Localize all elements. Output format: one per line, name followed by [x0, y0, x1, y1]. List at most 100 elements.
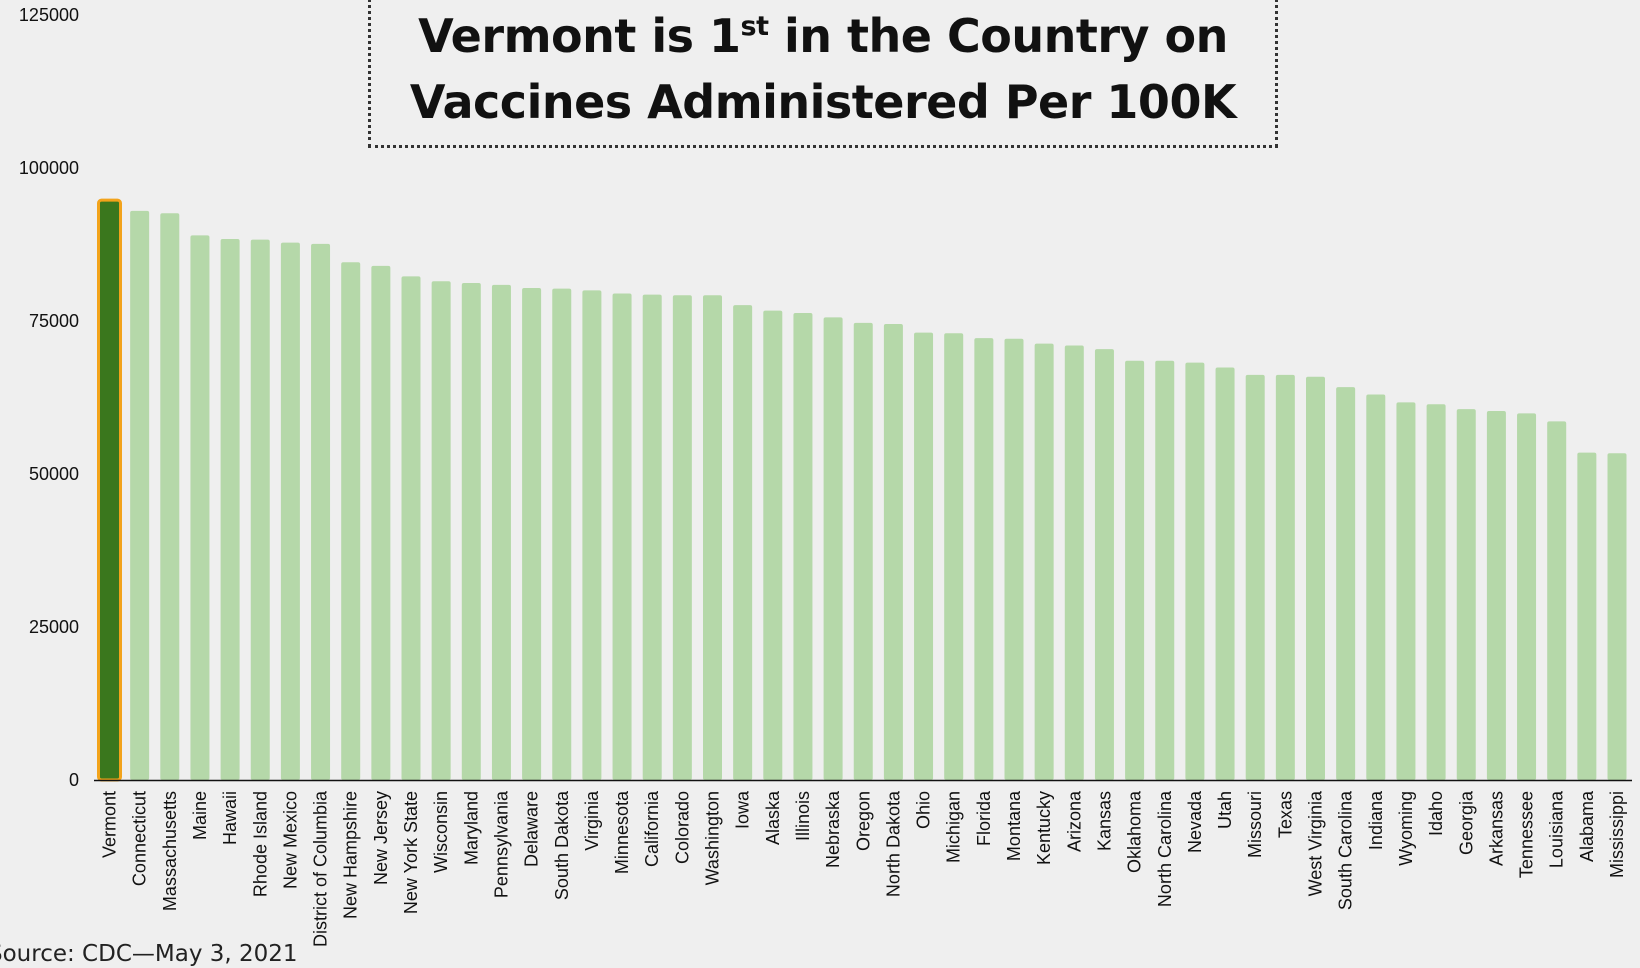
x-tick-label: Missouri: [1245, 791, 1265, 858]
x-tick-label: Pennsylvania: [491, 790, 511, 898]
bar: [130, 210, 150, 781]
x-tick-label: Indiana: [1366, 790, 1386, 850]
x-tick-label: New York State: [401, 791, 421, 914]
bar: [1004, 338, 1024, 780]
x-tick-label: Colorado: [672, 791, 692, 864]
x-tick-label: Maine: [190, 791, 210, 840]
chart-title-line-2: Vaccines Administered Per 100K: [409, 74, 1237, 129]
y-tick-label: 75000: [29, 311, 79, 331]
x-tick-label: Kentucky: [1034, 791, 1054, 865]
x-tick-label: Delaware: [522, 791, 542, 867]
x-tick-label: Ohio: [914, 791, 934, 829]
bar: [1366, 394, 1386, 780]
bar: [1275, 374, 1295, 780]
bar: [401, 276, 421, 780]
chart-title: Vermont is 1st in the Country on Vaccine…: [368, 0, 1278, 148]
title-superscript: st: [740, 10, 769, 42]
bar: [853, 322, 873, 780]
x-tick-label: Nebraska: [823, 790, 843, 868]
x-tick-label: West Virginia: [1306, 790, 1326, 896]
bar: [1064, 345, 1084, 780]
bar: [823, 317, 843, 780]
x-tick-label: District of Columbia: [311, 790, 331, 947]
x-tick-label: Massachusetts: [160, 791, 180, 911]
x-tick-label: Vermont: [100, 791, 120, 858]
x-tick-label: Maryland: [461, 791, 481, 865]
bar-highlight: [97, 198, 122, 782]
bar: [341, 262, 361, 780]
bar: [1155, 360, 1175, 780]
x-tick-label: California: [642, 790, 662, 867]
bar: [1486, 410, 1506, 780]
x-tick-label: Oregon: [853, 791, 873, 851]
x-tick-label: Connecticut: [130, 791, 150, 886]
bar: [1245, 374, 1265, 780]
bar: [1426, 404, 1446, 780]
x-tick-label: Virginia: [582, 790, 602, 851]
x-tick-label: Utah: [1215, 791, 1235, 829]
x-tick-label: Wisconsin: [431, 791, 451, 873]
x-tick-label: Florida: [974, 790, 994, 846]
bar: [431, 281, 451, 780]
x-tick-label: South Dakota: [552, 790, 572, 900]
x-tick-label: Tennessee: [1517, 791, 1537, 878]
x-tick-label: New Mexico: [280, 791, 300, 889]
x-tick-label: Georgia: [1456, 790, 1476, 855]
bar: [1306, 376, 1325, 780]
x-tick-label: Minnesota: [612, 790, 632, 874]
x-tick-label: Mississippi: [1607, 791, 1627, 878]
bar: [522, 287, 542, 780]
y-tick-label: 125000: [19, 5, 79, 25]
bar: [491, 284, 511, 780]
bar: [1185, 362, 1205, 780]
x-tick-label: Kansas: [1094, 791, 1114, 851]
x-tick-label: Alabama: [1577, 790, 1597, 862]
x-tick-label: Rhode Island: [250, 791, 270, 897]
x-tick-label: Illinois: [793, 791, 813, 841]
bar: [944, 333, 964, 780]
x-tick-label: New Hampshire: [341, 791, 361, 919]
x-tick-label: Iowa: [733, 790, 753, 829]
bar: [552, 288, 572, 780]
chart-title-line-1: Vermont is 1st in the Country on: [418, 8, 1228, 63]
source-note: Source: CDC—May 3, 2021: [0, 941, 298, 967]
bar: [642, 294, 662, 780]
bar: [1577, 452, 1597, 780]
bar: [1034, 343, 1054, 780]
x-tick-label: North Dakota: [883, 790, 903, 897]
bar: [974, 338, 994, 780]
bar: [1094, 349, 1114, 780]
bar: [1517, 413, 1537, 780]
bar: [1336, 387, 1356, 780]
y-tick-label: 25000: [29, 617, 79, 637]
bar: [190, 235, 210, 780]
x-tick-label: Idaho: [1426, 791, 1446, 836]
bar: [160, 213, 180, 781]
bar: [280, 242, 300, 780]
x-tick-label: Montana: [1004, 790, 1024, 861]
bar: [1607, 453, 1627, 780]
bar: [612, 293, 632, 780]
x-tick-label: Washington: [703, 791, 723, 885]
bar: [461, 283, 481, 780]
bar: [1456, 409, 1476, 780]
x-tick-label: South Carolina: [1336, 790, 1356, 910]
bar: [582, 290, 602, 780]
bar: [883, 324, 903, 780]
bar: [1396, 402, 1416, 780]
x-tick-label: Louisiana: [1547, 790, 1567, 868]
bar: [763, 310, 783, 780]
bar: [1547, 421, 1567, 780]
x-tick-label: Hawaii: [220, 791, 240, 845]
x-tick-label: North Carolina: [1155, 790, 1175, 907]
bar: [703, 295, 722, 780]
x-tick-label: New Jersey: [371, 791, 391, 885]
x-tick-label: Michigan: [944, 791, 964, 863]
y-tick-label: 100000: [19, 158, 79, 178]
bar: [311, 243, 331, 780]
y-tick-label: 0: [69, 770, 79, 790]
bar: [914, 332, 934, 780]
x-tick-label: Alaska: [763, 790, 783, 845]
x-tick-label: Oklahoma: [1125, 790, 1145, 873]
